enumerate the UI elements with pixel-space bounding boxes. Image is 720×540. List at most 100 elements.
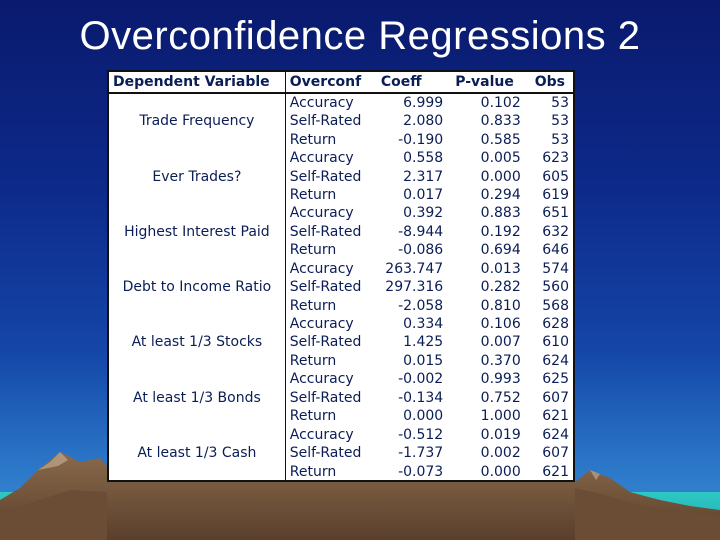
dependent-variable-cell bbox=[109, 130, 286, 149]
table-body: Accuracy 6.999 0.102 53 Trade Frequency Self-… bbox=[109, 93, 573, 481]
obs-cell: 574 bbox=[542, 260, 569, 277]
slide-title: Overconfidence Regressions 2 bbox=[79, 14, 641, 58]
dependent-variable-cell bbox=[109, 185, 286, 205]
overconf-cell: Return bbox=[289, 242, 337, 259]
overconf-cell: Self-Rated bbox=[289, 168, 362, 185]
obs-cell: 621 bbox=[542, 408, 569, 425]
overconf-cell: Accuracy bbox=[289, 316, 354, 333]
table-row: Trade Frequency Self-Rated 2.080 0.833 53 bbox=[109, 112, 573, 131]
obs-cell: 605 bbox=[542, 168, 569, 185]
pvalue-cell: 0.752 bbox=[480, 389, 521, 406]
overconf-cell: Accuracy bbox=[289, 150, 354, 167]
header-pvalue: P-value bbox=[451, 72, 531, 94]
pvalue-cell: 0.370 bbox=[480, 352, 521, 369]
overconf-cell: Accuracy bbox=[289, 371, 354, 388]
overconf-cell: Accuracy bbox=[289, 205, 354, 222]
overconf-cell: Return bbox=[289, 186, 337, 203]
overconf-cell: Return bbox=[289, 297, 337, 314]
pvalue-cell: 0.000 bbox=[480, 168, 521, 185]
header-coeff: Coeff bbox=[372, 72, 452, 94]
table-row: At least 1/3 Stocks Self-Rated 1.425 0.007 6… bbox=[109, 333, 573, 352]
obs-cell: 53 bbox=[551, 113, 569, 130]
dependent-variable-cell bbox=[109, 148, 286, 168]
pvalue-cell: 0.106 bbox=[480, 316, 521, 333]
dependent-variable-cell bbox=[109, 370, 286, 389]
coeff-cell: -0.086 bbox=[398, 242, 444, 259]
obs-cell: 560 bbox=[542, 279, 569, 296]
coeff-cell: 297.316 bbox=[385, 279, 444, 296]
dependent-variable-cell: At least 1/3 Bonds bbox=[109, 388, 286, 407]
obs-cell: 607 bbox=[542, 445, 569, 462]
table-row: Accuracy 0.558 0.005 623 bbox=[109, 148, 573, 168]
coeff-cell: -0.512 bbox=[398, 426, 444, 443]
coeff-cell: 0.334 bbox=[403, 316, 444, 333]
pvalue-cell: 0.694 bbox=[480, 242, 521, 259]
table-row: Highest Interest Paid Self-Rated -8.944 0.1… bbox=[109, 222, 573, 242]
table-row: At least 1/3 Cash Self-Rated -1.737 0.002 60… bbox=[109, 443, 573, 463]
table-row: Return -2.058 0.810 568 bbox=[109, 296, 573, 315]
dependent-variable-cell bbox=[109, 241, 286, 260]
table-row: Return 0.017 0.294 619 bbox=[109, 185, 573, 205]
obs-cell: 610 bbox=[542, 334, 569, 351]
overconf-cell: Self-Rated bbox=[289, 389, 362, 406]
dependent-variable-cell bbox=[109, 93, 286, 112]
table-row: Accuracy -0.002 0.993 625 bbox=[109, 370, 573, 389]
overconf-cell: Accuracy bbox=[289, 426, 354, 443]
coeff-cell: 0.558 bbox=[403, 150, 444, 167]
dependent-variable-cell bbox=[109, 296, 286, 315]
pvalue-cell: 0.019 bbox=[480, 426, 521, 443]
coeff-cell: 263.747 bbox=[385, 260, 444, 277]
overconf-cell: Self-Rated bbox=[289, 279, 362, 296]
pvalue-cell: 0.000 bbox=[480, 463, 521, 480]
table-row: Ever Trades? Self-Rated 2.317 0.000 605 bbox=[109, 167, 573, 186]
coeff-cell: -0.002 bbox=[398, 371, 444, 388]
overconf-cell: Return bbox=[289, 352, 337, 369]
obs-cell: 607 bbox=[542, 389, 569, 406]
pvalue-cell: 0.585 bbox=[480, 131, 521, 148]
obs-cell: 568 bbox=[542, 297, 569, 314]
table-row: Accuracy 6.999 0.102 53 bbox=[109, 93, 573, 112]
table-row: Return -0.086 0.694 646 bbox=[109, 241, 573, 260]
coeff-cell: 0.000 bbox=[403, 408, 444, 425]
table-row: At least 1/3 Bonds Self-Rated -0.134 0.752 6… bbox=[109, 388, 573, 407]
pvalue-cell: 0.002 bbox=[480, 445, 521, 462]
obs-cell: 619 bbox=[542, 186, 569, 203]
obs-cell: 624 bbox=[542, 352, 569, 369]
overconf-cell: Accuracy bbox=[289, 95, 354, 111]
obs-cell: 628 bbox=[542, 316, 569, 333]
table-row: Return -0.073 0.000 621 bbox=[109, 462, 573, 481]
pvalue-cell: 0.883 bbox=[480, 205, 521, 222]
table-row: Accuracy 0.392 0.883 651 bbox=[109, 204, 573, 223]
pvalue-cell: 0.192 bbox=[480, 223, 521, 240]
overconf-cell: Accuracy bbox=[289, 260, 354, 277]
coeff-cell: 0.392 bbox=[403, 205, 444, 222]
overconf-cell: Self-Rated bbox=[289, 223, 362, 240]
dependent-variable-cell: Ever Trades? bbox=[109, 167, 286, 186]
obs-cell: 53 bbox=[551, 131, 569, 148]
table-row: Return -0.190 0.585 53 bbox=[109, 130, 573, 149]
coeff-cell: -0.134 bbox=[398, 389, 444, 406]
pvalue-cell: 0.810 bbox=[480, 297, 521, 314]
coeff-cell: 1.425 bbox=[403, 334, 444, 351]
obs-cell: 632 bbox=[542, 223, 569, 240]
overconf-cell: Self-Rated bbox=[289, 334, 362, 351]
table-row: Return 0.015 0.370 624 bbox=[109, 351, 573, 371]
obs-cell: 624 bbox=[542, 426, 569, 443]
overconf-cell: Self-Rated bbox=[289, 113, 362, 130]
pvalue-cell: 0.102 bbox=[480, 95, 521, 111]
obs-cell: 651 bbox=[542, 205, 569, 222]
coeff-cell: -2.058 bbox=[398, 297, 444, 314]
coeff-cell: -0.073 bbox=[398, 463, 444, 480]
table-row: Return 0.000 1.000 621 bbox=[109, 407, 573, 426]
pvalue-cell: 0.007 bbox=[480, 334, 521, 351]
dependent-variable-cell: Highest Interest Paid bbox=[109, 222, 286, 242]
pvalue-cell: 0.833 bbox=[480, 113, 521, 130]
dependent-variable-cell: Trade Frequency bbox=[109, 112, 286, 131]
obs-cell: 621 bbox=[542, 463, 569, 480]
header-obs: Obs bbox=[530, 72, 573, 94]
dependent-variable-cell bbox=[109, 407, 286, 426]
pvalue-cell: 0.282 bbox=[480, 279, 521, 296]
coeff-cell: 0.015 bbox=[403, 352, 444, 369]
pvalue-cell: 0.993 bbox=[480, 371, 521, 388]
